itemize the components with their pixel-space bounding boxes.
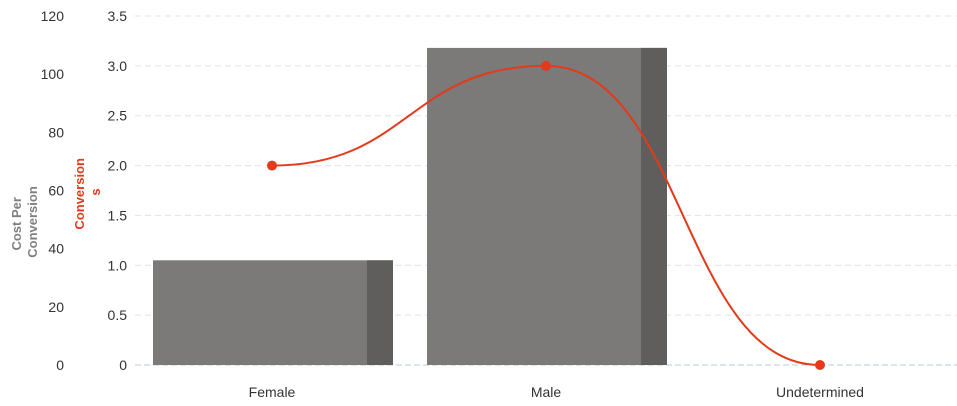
- point-male: [541, 60, 551, 71]
- point-undetermined: [815, 360, 825, 370]
- right-tick-label: 0.5: [108, 307, 128, 323]
- left-tick-label: 100: [41, 66, 65, 82]
- x-axis-categories: Female Male Undetermined: [249, 384, 864, 400]
- left-tick-label: 0: [56, 357, 64, 373]
- right-axis-title-line1: Conversion: [72, 158, 87, 230]
- right-tick-label: 0: [119, 357, 127, 373]
- right-axis-title-line2: s: [88, 188, 103, 195]
- left-tick-label: 120: [41, 8, 65, 24]
- right-tick-label: 2.0: [108, 158, 128, 174]
- right-axis-ticks: 0 0.5 1.0 1.5 2.0 2.5 3.0 3.5: [108, 8, 128, 373]
- bar-shade-male: [641, 47, 667, 366]
- category-label: Female: [249, 384, 296, 400]
- left-axis-title-line1: Cost Per: [9, 197, 24, 250]
- left-tick-label: 80: [48, 124, 64, 140]
- conversions-line: [271, 64, 821, 366]
- left-tick-label: 20: [48, 299, 64, 315]
- bar-male: [427, 47, 667, 366]
- point-female: [267, 160, 277, 171]
- category-label: Male: [531, 384, 562, 400]
- left-axis-ticks: 0 20 40 60 80 100 120: [41, 8, 65, 373]
- left-tick-label: 60: [48, 183, 64, 199]
- left-tick-label: 40: [48, 241, 64, 257]
- left-axis-title-line2: Conversion: [25, 186, 40, 258]
- right-axis-title: Conversion s: [72, 154, 103, 229]
- right-tick-label: 1.0: [108, 257, 128, 273]
- category-label: Undetermined: [776, 384, 864, 400]
- right-tick-label: 2.5: [108, 108, 128, 124]
- bar-shade-female: [367, 260, 393, 365]
- bar-series-cost-per-conversion: [153, 47, 667, 366]
- right-tick-label: 3.0: [108, 58, 128, 74]
- bar-female: [153, 260, 393, 365]
- right-tick-label: 1.5: [108, 207, 128, 223]
- left-axis-title: Cost Per Conversion: [9, 186, 40, 258]
- line-series-conversions: [267, 60, 825, 370]
- right-tick-label: 3.5: [108, 8, 128, 24]
